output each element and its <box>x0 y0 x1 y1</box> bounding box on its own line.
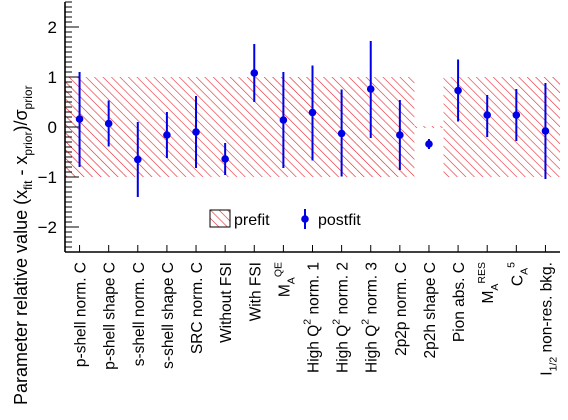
x-category-label-part: M <box>276 284 293 297</box>
x-category-label-part: M <box>480 291 497 304</box>
legend-prefit-label: prefit <box>234 212 270 229</box>
x-category-label-part: p-shell shape C <box>102 262 119 370</box>
legend-postfit-label: postfit <box>318 212 361 229</box>
y-tick-label: 0 <box>48 118 57 137</box>
y-axis-title: Parameter relative value (xfit - xprior)… <box>11 85 35 405</box>
x-category-label: 2p2h shape C <box>422 262 439 359</box>
postfit-point <box>366 85 375 93</box>
y-tick-label: 1 <box>48 68 57 87</box>
x-category-label: MAQE <box>272 262 297 297</box>
y-axis-title-part: - x <box>11 156 31 181</box>
x-category-label-part: I <box>538 371 555 375</box>
postfit-point <box>104 119 113 128</box>
postfit-point <box>192 128 200 136</box>
x-category-label-part: High Q <box>306 325 323 373</box>
x-category-label-part: SRC norm. C <box>189 262 206 354</box>
postfit-point <box>133 155 142 164</box>
x-category-label-part: 5 <box>505 262 517 268</box>
x-category-label-part: High Q <box>335 325 352 373</box>
x-category-label: p-shell norm. C <box>73 262 90 367</box>
y-tick-label: 2 <box>48 18 57 37</box>
x-category-label: p-shell shape C <box>102 262 119 370</box>
x-category-label-part: s-shell norm. C <box>131 262 148 366</box>
x-category-label-part: A <box>518 268 530 275</box>
x-category-label-part: Without FSI <box>218 262 235 343</box>
x-category-label: s-shell norm. C <box>131 262 148 366</box>
x-category-label: CA5 <box>505 262 530 286</box>
x-category-label-part: High Q <box>364 325 381 373</box>
x-category-label-part: non-res. bkg. <box>538 262 555 357</box>
postfit-point <box>308 108 317 117</box>
x-category-label: High Q2 norm. 3 <box>360 262 381 373</box>
x-category-label: 2p2p norm. C <box>393 262 410 356</box>
x-category-label-part: 2 <box>360 319 372 325</box>
y-axis-title-part: )/σ <box>11 109 31 131</box>
postfit-point <box>541 127 550 135</box>
y-tick-label: −1 <box>38 168 57 187</box>
x-category-label: SRC norm. C <box>189 262 206 354</box>
x-category-label-part: QE <box>272 262 284 277</box>
y-axis-title-part: fit <box>21 180 35 190</box>
postfit-point <box>279 116 288 124</box>
x-category-label: With FSI <box>247 262 264 321</box>
x-category-label-part: 2 <box>331 319 343 325</box>
x-category-label-part: RES <box>476 262 488 284</box>
postfit-point <box>512 111 521 119</box>
y-axis-title-part: prior <box>21 132 35 156</box>
postfit-point <box>250 69 259 77</box>
x-category-label-part: 2 <box>302 319 314 325</box>
prefit-band-bin <box>414 126 444 128</box>
x-category-label: Pion abs. C <box>451 262 468 342</box>
postfit-point <box>75 115 84 123</box>
postfit-point <box>337 129 346 138</box>
x-category-label-part: norm. 3 <box>364 262 381 319</box>
x-category-label-part: C <box>509 275 526 286</box>
x-category-label-part: p-shell norm. C <box>73 262 90 367</box>
postfit-point <box>483 111 492 119</box>
x-category-label: s-shell shape C <box>160 262 177 369</box>
postfit-point <box>221 155 229 163</box>
y-axis-title-part: prior <box>21 85 35 109</box>
x-category-label-part: s-shell shape C <box>160 262 177 369</box>
postfit-point <box>454 86 462 95</box>
y-axis-title-part: Parameter relative value (x <box>11 190 31 405</box>
x-category-label-part: Pion abs. C <box>451 262 468 342</box>
x-category-label-part: A <box>285 277 297 284</box>
x-category-label-part: 1/2 <box>547 357 559 372</box>
x-category-label-part: norm. 1 <box>306 262 323 319</box>
x-category-label: High Q2 norm. 2 <box>331 262 352 373</box>
legend-postfit-marker <box>301 215 309 223</box>
x-category-label: MARES <box>476 262 501 304</box>
x-category-label-part: norm. 2 <box>335 262 352 319</box>
x-category-label: Without FSI <box>218 262 235 343</box>
postfit-point <box>425 140 433 148</box>
postfit-point <box>163 131 171 139</box>
postfit-point <box>396 131 404 139</box>
x-category-label-part: 2p2p norm. C <box>393 262 410 356</box>
x-category-label-part: A <box>489 284 501 291</box>
legend-prefit-swatch <box>209 209 231 228</box>
x-category-label-part: 2p2h shape C <box>422 262 439 359</box>
x-category-label-part: With FSI <box>247 262 264 321</box>
x-category-label: High Q2 norm. 1 <box>302 262 323 373</box>
y-tick-label: −2 <box>38 218 57 237</box>
x-category-label: I1/2 non-res. bkg. <box>538 262 559 376</box>
